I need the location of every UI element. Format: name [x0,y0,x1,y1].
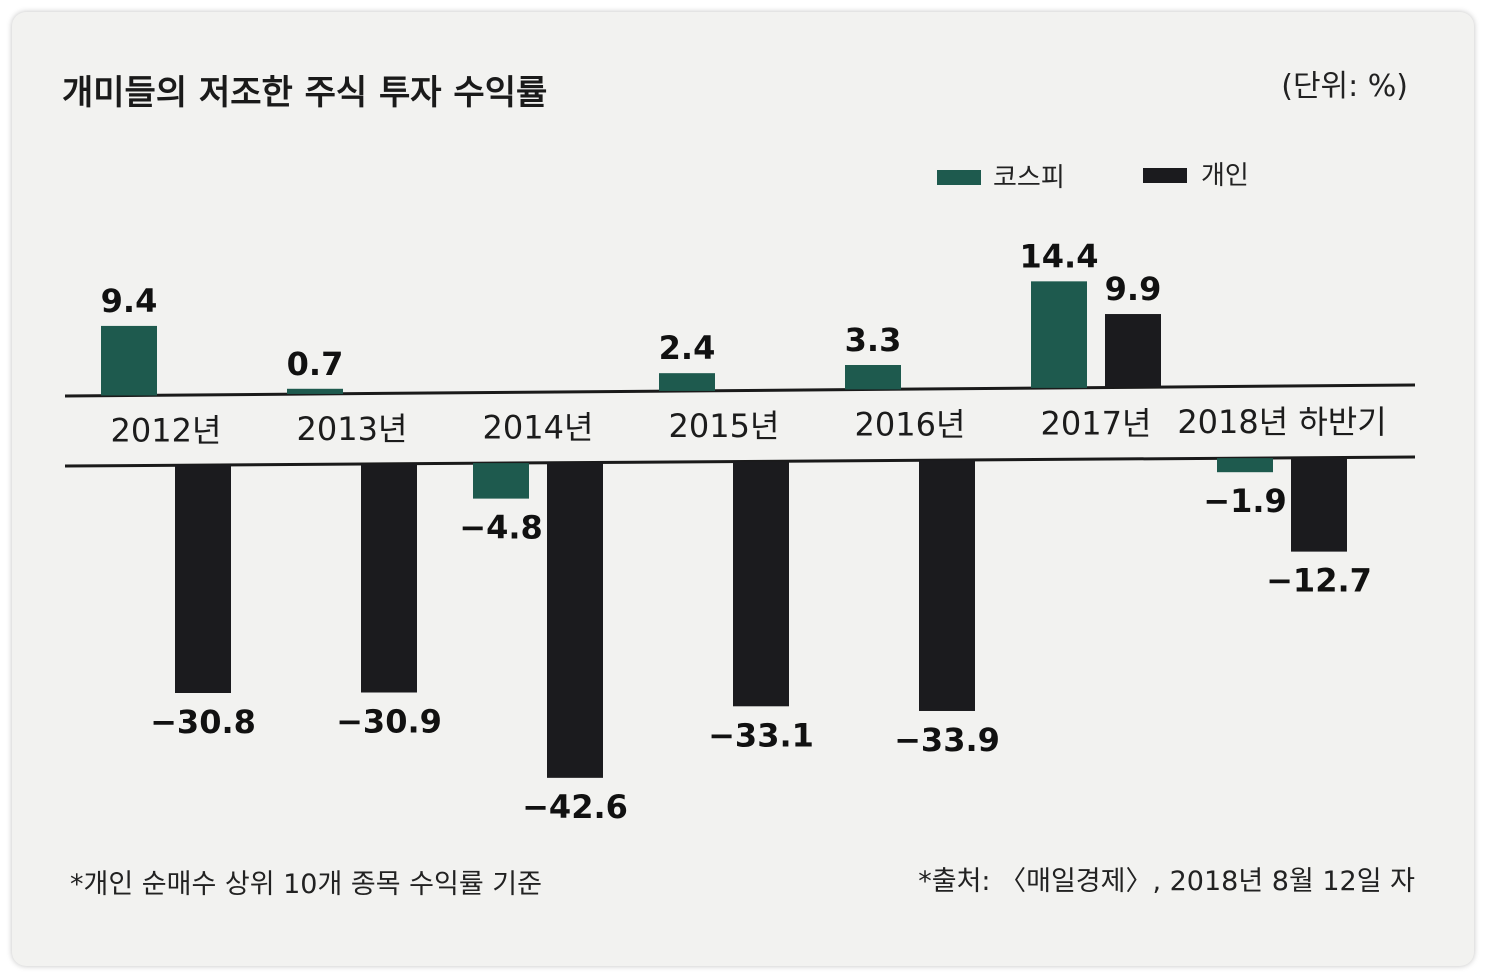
legend-swatch-individual [1143,168,1187,183]
bar-individual [175,465,231,693]
bar-individual [547,462,603,778]
bar-kospi [1031,281,1087,388]
bar-individual [919,460,975,711]
value-label-individual: −30.8 [150,703,256,741]
value-label-kospi: 9.4 [101,282,158,320]
bar-kospi [473,463,529,499]
footnote: *개인 순매수 상위 10개 종목 수익률 기준 [70,869,542,900]
value-label-kospi: 14.4 [1020,237,1099,275]
category-label: 2012년 [111,411,222,449]
legend-label-kospi: 코스피 [993,163,1065,193]
value-label-kospi: 0.7 [287,345,344,383]
bar-individual [361,463,417,693]
category-label: 2016년 [855,406,966,444]
chart-title: 개미들의 저조한 주식 투자 수익률 [62,73,547,113]
value-label-individual: −33.9 [894,721,1000,759]
value-label-kospi: 3.3 [845,321,902,359]
value-label-individual: −30.9 [336,703,442,741]
bar-individual [1291,457,1347,552]
value-label-individual: 9.9 [1105,270,1162,308]
bar-kospi [845,364,901,390]
category-label: 2018년 하반기 [1177,403,1386,441]
source-note: *출처: 〈매일경제〉, 2018년 8월 12일 자 [918,866,1415,897]
bar-kospi [1217,458,1273,473]
category-label: 2017년 [1041,404,1152,442]
bars [101,281,1347,778]
value-label-kospi: 2.4 [659,329,716,367]
bar-individual [1105,314,1161,388]
value-label-individual: −42.6 [522,788,628,826]
legend-swatch-kospi [937,170,981,185]
value-label-individual: −12.7 [1266,562,1372,600]
bar-kospi [659,373,715,391]
value-label-kospi: −1.9 [1203,482,1287,520]
value-label-kospi: −4.8 [459,509,543,547]
bar-kospi [287,388,343,394]
category-label: 2013년 [297,410,408,448]
category-band-top-line [64,383,1416,398]
category-labels: 2012년 2013년 2014년 2015년 2016년 2017년 2018년 하반기 [111,403,1387,449]
legend-label-individual: 개인 [1201,161,1249,191]
category-label: 2015년 [669,407,780,445]
value-labels: 9.4 −30.8 0.7 −30.9 −4.8 −42.6 2.4 −33.1 3.3 −33.… [101,237,1372,825]
bar-kospi [101,325,157,396]
value-label-individual: −33.1 [708,716,814,754]
category-label: 2014년 [483,408,594,446]
unit-label: (단위: %) [1281,69,1408,104]
legend: 코스피 개인 [937,161,1249,193]
bar-individual [733,461,789,707]
